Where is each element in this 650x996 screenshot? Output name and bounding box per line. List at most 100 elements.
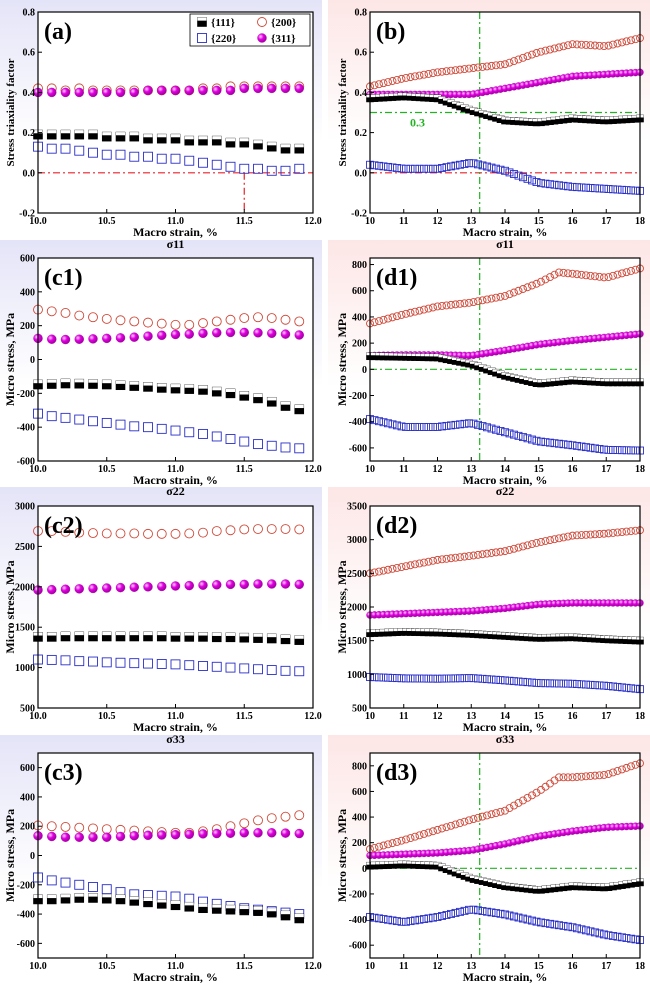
data-point [402,674,410,683]
y-tick-label: 0 [30,851,35,862]
data-point-hl [253,633,263,637]
data-point [447,421,455,430]
data-point [170,659,181,670]
data-point [102,583,112,593]
data-point [88,87,98,98]
data-point-hl [623,636,630,640]
panel-label: (d3) [376,760,417,786]
data-point [573,531,581,540]
y-tick-label: -0.2 [19,209,35,220]
data-point [474,813,482,822]
data-point [618,185,626,194]
data-point [609,682,617,691]
data-point [415,831,424,840]
x-tick-label: 13 [466,464,476,475]
data-point [294,828,304,839]
data-point [294,666,305,677]
data-point-hl [515,884,522,887]
plot-area [38,258,313,461]
data-point [483,675,491,684]
data-point-hl [510,632,518,636]
data-point [519,677,527,686]
x-tick-label: 11.0 [167,961,184,972]
data-point-hl [443,629,450,632]
chart-panel-c1: 10.0 10.5 11.0 11.5 12.0 -600 -400 -200 0 200 400 6… [0,237,322,487]
data-point [294,163,305,174]
data-point [582,41,590,49]
data-point [465,552,473,561]
series-200 [33,304,305,330]
x-tick-label: 10 [365,961,375,972]
data-point [564,679,572,688]
y-axis-label: Micro stress, MPa [3,560,17,653]
x-tick-label: 15 [534,216,544,227]
data-point [266,813,277,824]
chart-panel-d1: 10 11 12 13 14 15 16 17 18 -600 -400 -200 0 200 400 600… [328,237,650,487]
data-point [546,45,554,54]
data-point-hl [528,378,536,382]
data-point [586,530,595,539]
data-point [442,554,451,563]
data-point [156,528,167,539]
data-point [568,923,577,932]
data-point [406,674,415,683]
data-point [582,926,590,935]
data-point-hl [614,882,621,885]
data-point [74,334,84,344]
data-point [510,288,518,297]
data-point [613,185,622,194]
data-point [600,681,608,690]
data-point-hl [600,883,608,887]
data-point-hl [380,861,387,865]
data-point [487,163,496,172]
data-point [46,654,57,665]
data-point [88,528,98,539]
data-point [115,419,126,430]
y-tick-label: 200 [20,822,35,833]
data-point-hl [393,628,401,632]
data-point [211,316,222,327]
data-point [541,919,550,928]
series-220 [366,415,644,455]
panel-label: (d2) [376,513,417,539]
data-point [429,69,437,78]
guide-label: 0.3 [410,116,425,130]
data-point [74,87,84,98]
data-point-hl [560,883,567,887]
data-point [184,329,194,339]
data-point [102,832,112,842]
data-point [157,830,167,840]
data-point-hl [596,883,603,887]
data-point [157,85,167,96]
data-point-hl [483,878,491,882]
data-point-hl [411,93,419,97]
data-point-hl [623,115,630,119]
data-point [514,286,523,295]
data-point [212,328,222,338]
data-point [573,773,581,781]
data-point [627,186,635,195]
y-tick-label: 3500 [347,502,367,513]
data-point [411,307,419,316]
data-point [492,425,500,434]
data-point [492,809,500,817]
data-point [456,65,464,74]
data-point [501,292,509,300]
panel-title: σ22 [496,484,515,498]
data-point-hl [443,865,450,869]
data-point [388,313,397,322]
data-point-hl [537,118,545,122]
data-point [266,665,277,675]
data-point [60,877,71,888]
data-point [384,565,392,574]
data-point [143,331,153,341]
series-311 [33,579,304,595]
data-point-hl [492,369,500,372]
data-point-hl [416,861,423,865]
series-311 [33,83,304,98]
y-axis-label: Micro stress, MPa [335,809,349,902]
data-point [393,312,401,321]
data-point-hl [157,383,167,387]
data-point [253,815,263,826]
